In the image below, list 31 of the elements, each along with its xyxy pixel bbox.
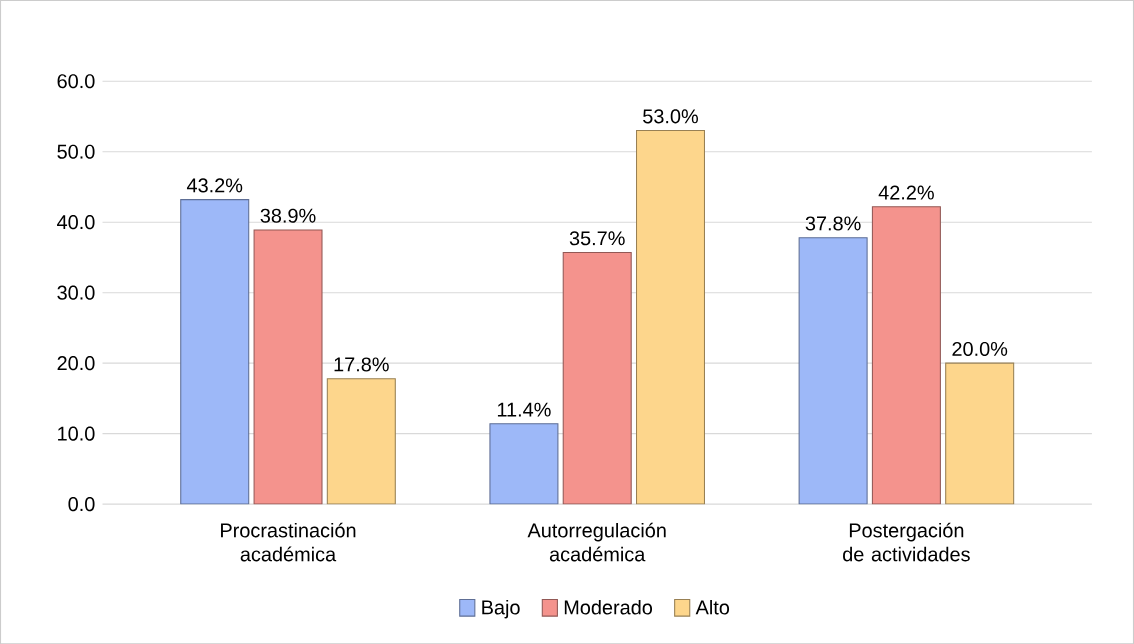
y-tick-label: 50.0 [57,144,95,159]
data-label: 17.8% [334,357,389,372]
data-label: 11.4% [497,402,551,417]
x-tick-label: Autorregulación académica [527,522,666,562]
bar [635,129,706,504]
legend-label: Moderado [564,599,653,615]
y-tick-label: 0.0 [68,496,95,512]
data-label: 35.7% [569,231,625,246]
y-tick-label: 20.0 [57,355,95,371]
bar [945,362,1015,504]
y-tick-label: 60.0 [57,73,95,89]
data-label: 37.8% [805,216,861,231]
bar [562,251,632,504]
data-label: 43.2% [186,178,243,193]
y-tick-label: 40.0 [57,214,95,230]
data-label: 38.9% [260,208,316,223]
bar [798,236,868,504]
y-tick-label: 10.0 [58,426,95,441]
legend-label: Alto [695,599,730,615]
data-label: 53.0% [643,109,698,124]
bar [489,423,559,504]
bar [871,205,941,504]
bar [326,377,396,504]
x-tick-label: Procrastinación académica [221,522,356,562]
legend-label: Bajo [482,599,520,619]
bar [253,229,323,504]
y-tick-label: 30.0 [57,285,95,300]
data-label: 42.2% [878,185,934,200]
x-tick-label: Postergación de actividades [843,522,970,562]
data-label: 20.0% [952,341,1008,356]
bar [180,198,250,504]
